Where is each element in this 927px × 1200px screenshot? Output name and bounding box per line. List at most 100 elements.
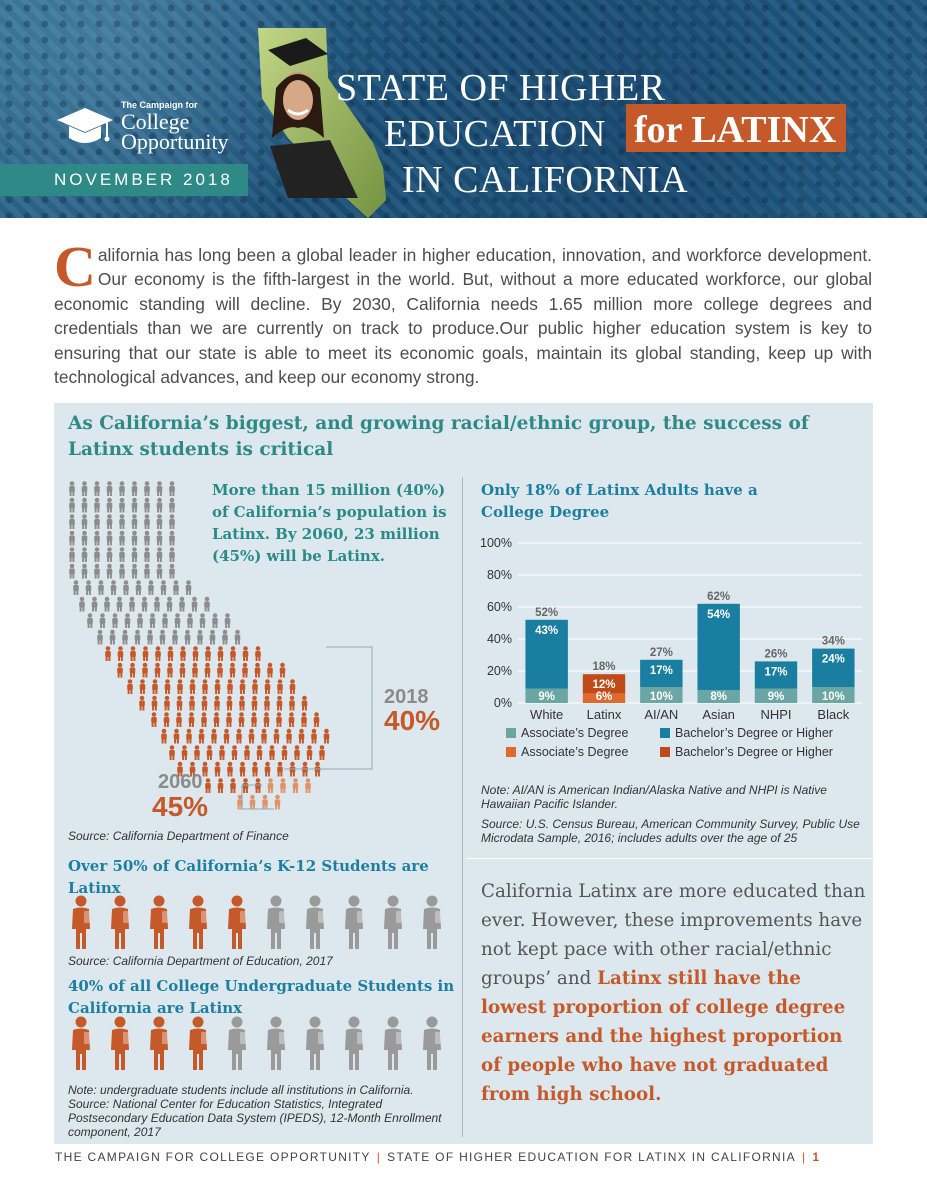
share-2018-label: 40% xyxy=(384,705,441,736)
data-label-total: 52% xyxy=(535,607,558,619)
person-figure xyxy=(142,646,149,661)
data-label-bachelor: 24% xyxy=(822,654,845,666)
title-line-1: STATE OF HIGHER xyxy=(336,67,666,109)
data-label-associate: 9% xyxy=(538,691,555,703)
person-figure xyxy=(144,497,150,513)
other-student-icon xyxy=(345,895,363,949)
person-figure xyxy=(169,530,175,546)
header-banner: The Campaign for College Opportunity NOV… xyxy=(0,0,927,218)
person-figure xyxy=(177,761,183,777)
title-line-3: IN CALIFORNIA xyxy=(402,159,689,201)
person-figure xyxy=(144,563,150,579)
person-figure xyxy=(131,547,138,562)
y-tick-label: 20% xyxy=(487,664,512,678)
person-figure xyxy=(267,662,273,678)
person-figure xyxy=(87,613,93,628)
person-figure xyxy=(184,629,191,645)
footer-separator: | xyxy=(801,1150,807,1164)
data-label-associate: 9% xyxy=(768,691,785,703)
person-figure xyxy=(69,547,75,562)
person-figure xyxy=(81,481,88,496)
person-figure xyxy=(117,646,124,661)
latinx-student-icon xyxy=(72,895,90,949)
latinx-student-icon xyxy=(111,1016,129,1070)
person-figure xyxy=(301,712,307,727)
person-figure xyxy=(104,596,110,612)
person-figure xyxy=(242,662,248,678)
k12-source: Source: California Department of Educati… xyxy=(68,954,333,968)
person-figure xyxy=(263,712,270,727)
latinx-student-icon xyxy=(150,1016,168,1070)
person-figure xyxy=(262,794,268,810)
latinx-student-icon xyxy=(228,895,246,949)
person-figure xyxy=(229,662,236,678)
person-figure xyxy=(189,679,196,694)
person-figure xyxy=(256,745,263,760)
latinx-student-icon xyxy=(150,895,168,949)
person-figure xyxy=(119,530,125,546)
legend-label: Bachelor’s Degree or Higher xyxy=(675,745,833,759)
logo-line-2: Opportunity xyxy=(121,129,229,154)
publication-date: NOVEMBER 2018 xyxy=(0,164,248,196)
page-number: 1 xyxy=(812,1150,821,1164)
person-figure xyxy=(131,514,138,529)
person-figure xyxy=(264,679,271,694)
other-student-icon xyxy=(267,895,285,949)
person-figure xyxy=(242,646,249,661)
closing-statement: California Latinx are more educated than… xyxy=(481,877,866,1109)
x-tick-label: White xyxy=(530,707,563,722)
person-figure xyxy=(176,695,183,711)
person-figure xyxy=(319,745,325,760)
person-figure xyxy=(134,629,141,645)
person-figure xyxy=(238,712,245,727)
person-figure xyxy=(212,613,218,628)
bar-associate xyxy=(525,688,568,703)
person-figure xyxy=(192,662,198,678)
person-figure xyxy=(254,662,261,678)
legend-label: Associate’s Degree xyxy=(521,745,629,759)
person-figure xyxy=(73,580,79,595)
person-figure xyxy=(106,514,113,529)
drop-cap: C xyxy=(54,234,96,299)
infographic-panel: As California’s biggest, and growing rac… xyxy=(54,403,873,1144)
person-figure xyxy=(209,629,216,645)
person-figure xyxy=(288,712,295,727)
person-figure xyxy=(98,580,104,595)
person-figure xyxy=(226,695,233,711)
person-figure xyxy=(214,679,221,694)
person-figure xyxy=(227,761,233,777)
person-figure xyxy=(137,613,143,628)
person-figure xyxy=(227,679,233,694)
share-2060-label: 45% xyxy=(152,791,209,822)
legend-swatch xyxy=(506,747,516,757)
person-figure xyxy=(94,563,100,579)
person-figure xyxy=(105,646,111,661)
person-figure xyxy=(144,514,150,529)
title-highlight: for LATINX xyxy=(626,104,847,152)
data-label-bachelor: 17% xyxy=(650,665,673,677)
person-figure xyxy=(202,761,208,777)
person-figure xyxy=(264,695,270,711)
person-figure xyxy=(269,745,275,760)
closing-emphasis: Latinx still have the lowest proportion … xyxy=(481,968,846,1105)
person-figure xyxy=(164,679,171,694)
person-figure xyxy=(147,629,153,645)
person-figure xyxy=(231,745,238,760)
person-figure xyxy=(223,728,230,744)
person-figure xyxy=(122,629,128,645)
person-figure xyxy=(94,514,100,529)
person-figure xyxy=(186,728,192,744)
person-figure xyxy=(294,745,300,760)
person-figure xyxy=(129,662,136,678)
person-figure xyxy=(179,662,186,678)
person-figure xyxy=(131,530,138,546)
person-figure xyxy=(236,728,242,744)
legend-swatch xyxy=(660,747,670,757)
person-figure xyxy=(99,613,106,628)
person-figure xyxy=(314,761,321,777)
data-label-total: 27% xyxy=(650,647,673,659)
bar-bachelor xyxy=(812,648,855,687)
person-figure xyxy=(286,728,292,744)
y-tick-label: 0% xyxy=(494,696,512,710)
footer-org: THE CAMPAIGN FOR COLLEGE OPPORTUNITY xyxy=(55,1150,371,1164)
